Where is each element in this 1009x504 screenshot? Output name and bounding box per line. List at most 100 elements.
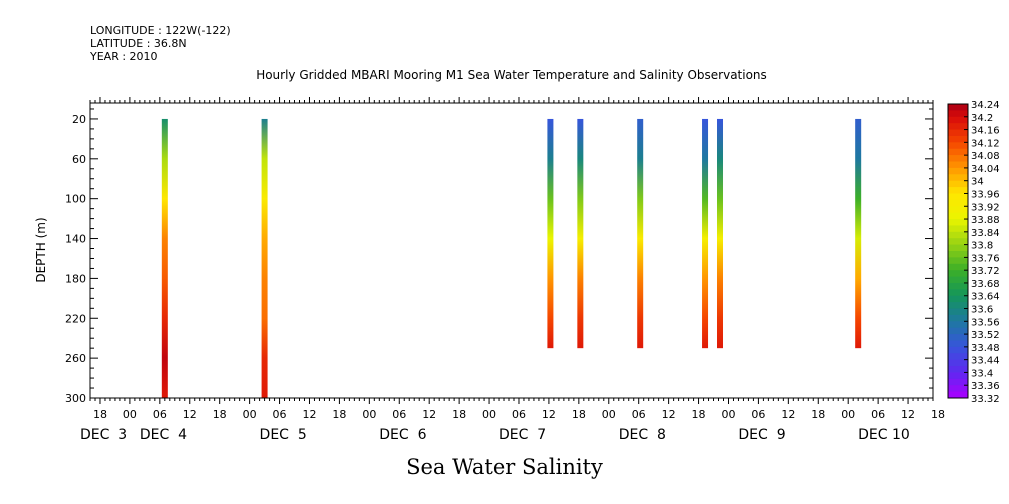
colorbar-label: 33.8	[971, 241, 993, 252]
colorbar-label: 33.56	[971, 317, 1000, 328]
colorbar-label: 33.96	[971, 189, 1000, 200]
x-hour-tick-label: 18	[213, 408, 227, 421]
x-hour-tick-label: 06	[273, 408, 287, 421]
x-hour-tick-label: 18	[811, 408, 825, 421]
colorbar-label: 33.92	[971, 202, 1000, 213]
x-hour-tick-label: 18	[572, 408, 586, 421]
colorbar-swatch	[948, 346, 968, 354]
colorbar-swatch	[948, 314, 968, 322]
colorbar-label: 33.68	[971, 279, 1000, 290]
colorbar-label: 33.64	[971, 292, 1000, 303]
x-hour-tick-label: 12	[662, 408, 676, 421]
y-tick-label: 100	[65, 193, 86, 206]
x-hour-tick-label: 18	[452, 408, 466, 421]
colorbar-swatch	[948, 206, 968, 214]
colorbar-swatch	[948, 270, 968, 278]
colorbar-swatch	[948, 334, 968, 341]
colorbar-swatch	[948, 327, 968, 335]
data-column	[577, 118, 584, 349]
y-tick-label: 180	[65, 272, 86, 285]
data-column	[161, 118, 168, 398]
colorbar-swatch	[948, 187, 968, 194]
x-axis: 18 00 06 12 18 00 06 12 18 00 06 12 18 00 06 12 18 00 06 12…	[80, 97, 945, 443]
x-hour-tick-label: 18	[332, 408, 346, 421]
colorbar-swatch	[948, 238, 968, 246]
colorbar-swatch	[948, 308, 968, 316]
colorbar-label: 34	[971, 177, 984, 188]
x-hour-tick-label: 00	[841, 408, 855, 421]
colorbar-swatch	[948, 199, 968, 207]
data-column	[261, 118, 268, 398]
colorbar-swatch	[948, 193, 968, 201]
colorbar-swatch	[948, 378, 968, 386]
colorbar-label: 33.44	[971, 356, 1000, 367]
colorbar-swatch	[948, 282, 968, 290]
x-hour-tick-label: 18	[931, 408, 945, 421]
x-hour-tick-label: 12	[901, 408, 915, 421]
colorbar-swatch	[948, 180, 968, 188]
colorbar-label: 33.52	[971, 330, 1000, 341]
y-axis-label: DEPTH (m)	[34, 217, 48, 282]
x-hour-tick-label: 12	[422, 408, 436, 421]
data-columns	[161, 118, 862, 398]
x-hour-tick-label: 00	[243, 408, 257, 421]
x-hour-tick-label: 06	[392, 408, 406, 421]
colorbar-swatch	[948, 129, 968, 137]
colorbar-swatch	[948, 295, 968, 303]
colorbar-swatch	[948, 321, 968, 329]
colorbar-label: 33.88	[971, 215, 1000, 226]
colorbar-swatch	[948, 104, 968, 111]
colorbar-swatch	[948, 302, 968, 310]
latitude-label: LATITUDE : 36.8N	[90, 37, 187, 50]
data-column	[855, 118, 862, 349]
colorbar-swatch	[948, 263, 968, 271]
colorbar-swatch	[948, 244, 968, 252]
y-tick-label: 20	[72, 113, 86, 126]
colorbar-swatch	[948, 340, 968, 348]
colorbar-swatch	[948, 276, 968, 284]
y-axis: 20 60 100 140 180 220 260 300	[65, 108, 933, 405]
colorbar-label: 33.32	[971, 394, 1000, 405]
colorbar-label: 34.08	[971, 151, 1000, 162]
y-tick-label: 60	[72, 153, 86, 166]
data-column	[717, 118, 724, 349]
x-hour-tick-label: 18	[93, 408, 107, 421]
data-column	[547, 118, 554, 349]
x-hour-tick-label: 06	[871, 408, 885, 421]
colorbar-swatch	[948, 174, 968, 182]
longitude-label: LONGITUDE : 122W(-122)	[90, 24, 231, 37]
colorbar-label: 33.48	[971, 343, 1000, 354]
x-day-label: DEC 7	[499, 427, 546, 443]
colorbar-label: 33.84	[971, 228, 1000, 239]
colorbar-swatch	[948, 155, 968, 163]
y-tick-label: 300	[65, 392, 86, 405]
colorbar-swatch	[948, 353, 968, 361]
colorbar-swatch	[948, 359, 968, 367]
colorbar-label: 34.2	[971, 113, 993, 124]
x-hour-tick-label: 06	[751, 408, 765, 421]
x-day-label: DEC 9	[738, 427, 785, 443]
colorbar-swatch	[948, 116, 968, 124]
colorbar-swatch	[948, 251, 968, 258]
colorbar-label: 34.24	[971, 100, 1000, 111]
colorbar-label: 34.16	[971, 126, 1000, 137]
y-tick-label: 260	[65, 352, 86, 365]
colorbar-swatch	[948, 142, 968, 150]
plot-frame	[89, 102, 934, 399]
colorbar-frame	[947, 103, 969, 399]
x-day-label: DEC 10	[858, 427, 910, 443]
x-hour-tick-label: 12	[781, 408, 795, 421]
x-hour-tick-label: 06	[512, 408, 526, 421]
colorbar-label: 34.04	[971, 164, 1000, 175]
year-label: YEAR : 2010	[90, 50, 158, 63]
x-hour-tick-label: 00	[602, 408, 616, 421]
x-day-label: DEC 4	[140, 427, 187, 443]
colorbar-swatch	[948, 212, 968, 220]
x-day-label: DEC 8	[619, 427, 666, 443]
colorbar-label: 33.6	[971, 305, 993, 316]
colorbar-swatch	[948, 225, 968, 233]
chart-title: Hourly Gridded MBARI Mooring M1 Sea Wate…	[256, 68, 767, 82]
x-hour-tick-label: 12	[302, 408, 316, 421]
x-hour-tick-label: 12	[542, 408, 556, 421]
